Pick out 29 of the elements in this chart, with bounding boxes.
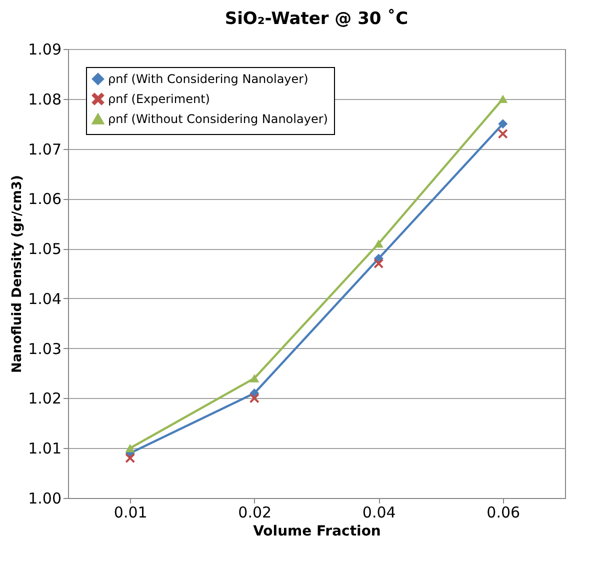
point bbox=[498, 129, 508, 139]
y-tick-label: 1.08 bbox=[28, 90, 62, 108]
point bbox=[498, 94, 508, 103]
point bbox=[250, 374, 260, 382]
legend-label: ρnf (Experiment) bbox=[108, 92, 210, 106]
point bbox=[125, 444, 135, 452]
x-tick-label: 0.02 bbox=[238, 504, 272, 522]
point bbox=[374, 258, 384, 268]
y-tick-label: 1.00 bbox=[28, 490, 62, 508]
chart-title: SiO₂-Water @ 30 ˚C bbox=[224, 8, 408, 29]
point bbox=[374, 239, 384, 248]
x-tick-label: 0.04 bbox=[362, 504, 396, 522]
y-tick-label: 1.03 bbox=[28, 340, 62, 358]
y-tick-label: 1.05 bbox=[28, 240, 62, 258]
legend-label: ρnf (With Considering Nanolayer) bbox=[108, 72, 308, 86]
y-tick-label: 1.07 bbox=[28, 140, 62, 158]
point bbox=[250, 393, 260, 403]
x-tick-label: 0.01 bbox=[114, 504, 148, 522]
point bbox=[498, 119, 508, 129]
y-tick-label: 1.09 bbox=[28, 40, 62, 58]
y-axis-title: Nanofluid Density (gr/cm3) bbox=[10, 175, 26, 373]
y-tick-label: 1.02 bbox=[28, 390, 62, 408]
x-tick-label: 0.06 bbox=[486, 504, 520, 522]
legend-label: ρnf (Without Considering Nanolayer) bbox=[108, 112, 328, 126]
point bbox=[125, 453, 135, 463]
y-tick-label: 1.04 bbox=[28, 290, 62, 308]
x-axis-title: Volume Fraction bbox=[253, 524, 381, 540]
y-tick-label: 1.06 bbox=[28, 190, 62, 208]
y-tick-label: 1.01 bbox=[28, 440, 62, 458]
